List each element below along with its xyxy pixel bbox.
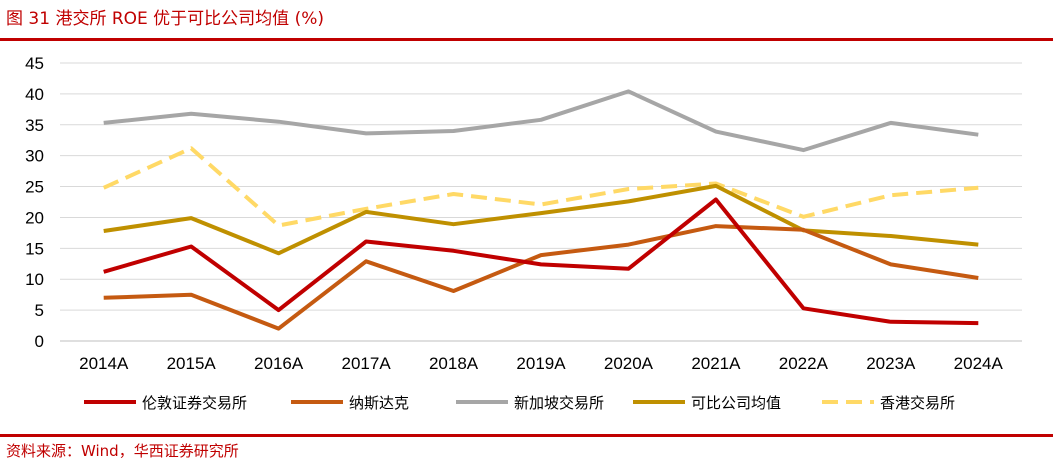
x-tick-label: 2018A [429,354,479,373]
source-note: 资料来源：Wind，华西证券研究所 [6,442,239,460]
series-lines [102,89,979,331]
x-tick-label: 2014A [79,354,129,373]
series-line [103,89,979,153]
gridlines [60,62,1022,342]
legend: 伦敦证券交易所 纳斯达克 新加坡交易所 可比公司均值 香港交易所 [84,394,955,412]
y-tick-label: 30 [25,147,44,166]
x-tick-label: 2016A [254,354,304,373]
title-divider [0,38,1053,41]
series-line [103,197,979,326]
legend-label: 纳斯达克 [349,394,409,412]
x-tick-label: 2019A [516,354,566,373]
legend-label: 可比公司均值 [691,394,781,412]
x-tick-label: 2020A [604,354,654,373]
y-tick-label: 15 [25,239,44,258]
x-tick-label: 2022A [779,354,829,373]
x-tick-label: 2015A [167,354,217,373]
series-line [102,146,979,228]
y-tick-label: 5 [35,301,44,320]
x-tick-label: 2024A [954,354,1004,373]
legend-label: 新加坡交易所 [514,394,604,412]
y-tick-label: 10 [25,270,44,289]
y-tick-label: 35 [25,116,44,135]
legend-label: 伦敦证券交易所 [142,394,247,412]
figure-title: 图 31 港交所 ROE 优于可比公司均值 (%) [6,9,325,29]
source-divider [0,434,1053,437]
x-tick-label: 2021A [691,354,741,373]
y-tick-label: 20 [25,208,44,227]
series-line [103,183,979,256]
series-line [103,224,979,331]
legend-label: 香港交易所 [880,394,955,412]
x-tick-label: 2017A [342,354,392,373]
y-tick-label: 40 [25,85,44,104]
y-tick-label: 45 [25,54,44,73]
x-axis-ticks: 2014A 2015A 2016A 2017A 2018A 2019A 2020A 2021A… [79,354,1003,373]
y-tick-label: 0 [35,332,44,351]
y-axis-ticks: 0 5 10 15 20 25 30 35 40 45 [25,54,44,351]
x-tick-label: 2023A [866,354,916,373]
y-tick-label: 25 [25,178,44,197]
